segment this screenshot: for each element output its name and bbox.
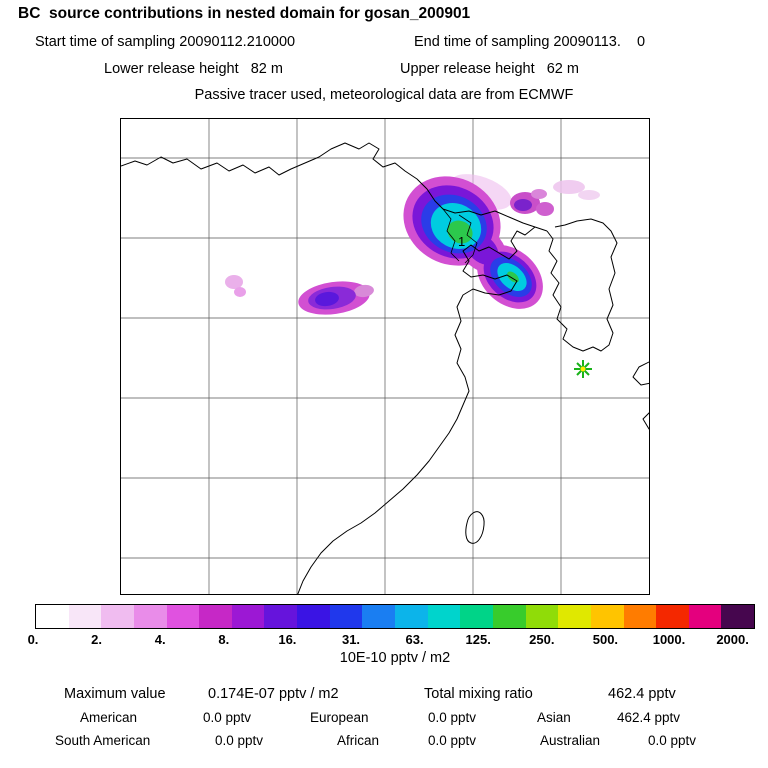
- colorbar-tick-label: 500.: [592, 632, 619, 647]
- maximum-value: 0.174E-07 pptv / m2: [208, 686, 339, 702]
- colorbar-segment: [36, 605, 69, 628]
- lower-release-text: Lower release height 82 m: [104, 61, 283, 77]
- colorbar-segment: [199, 605, 232, 628]
- colorbar-tick-label: 1000.: [652, 632, 686, 647]
- start-time-text: Start time of sampling 20090112.210000: [35, 34, 296, 50]
- colorbar-segment: [395, 605, 428, 628]
- region-european-value: 0.0 pptv: [428, 710, 477, 725]
- colorbar-tick-label: 125.: [465, 632, 491, 647]
- region-australian-value: 0.0 pptv: [648, 733, 697, 748]
- total-mixing-value: 462.4 pptv: [608, 686, 676, 702]
- colorbar-segment: [133, 605, 167, 628]
- page-title: BC source contributions in nested domain…: [18, 5, 471, 22]
- plume-main: [403, 174, 543, 309]
- map-panel: 1: [120, 118, 650, 595]
- colorbar-segment: [68, 605, 102, 628]
- colorbar-segment: [297, 605, 330, 628]
- colorbar-tick-label: 16.: [278, 632, 297, 647]
- region-american-value: 0.0 pptv: [203, 710, 252, 725]
- plume-secondary: [225, 180, 600, 315]
- colorbar-segment: [623, 605, 657, 628]
- colorbar-segment: [264, 605, 298, 628]
- colorbar-tick-label: 63.: [405, 632, 424, 647]
- colorbar-segment: [231, 605, 265, 628]
- region-african-value: 0.0 pptv: [428, 733, 477, 748]
- colorbar-segment: [558, 605, 591, 628]
- receptor-star-icon: [574, 360, 592, 378]
- colorbar-unit-label: 10E-10 pptv / m2: [339, 650, 451, 666]
- colorbar-segment: [721, 605, 755, 628]
- plume-number-label: 1: [458, 234, 465, 249]
- colorbar-tick-label: 2.: [91, 632, 103, 647]
- colorbar-tick-label: 2000.: [716, 632, 749, 647]
- colorbar-segment: [427, 605, 461, 628]
- graticule-grid: [121, 119, 649, 594]
- total-mixing-label: Total mixing ratio: [424, 686, 533, 702]
- colorbar-tick-label: 250.: [529, 632, 555, 647]
- end-time-text: End time of sampling 20090113. 0: [414, 34, 646, 50]
- colorbar-segment: [362, 605, 396, 628]
- coastline: [121, 142, 649, 594]
- map-svg: 1: [121, 119, 649, 594]
- colorbar-tick-label: 0.: [27, 632, 39, 647]
- region-australian-label: Australian: [540, 733, 601, 748]
- colorbar-tick-label: 31.: [341, 632, 361, 647]
- colorbar-tick-label: 8.: [218, 632, 230, 647]
- maximum-value-label: Maximum value: [64, 686, 166, 702]
- tracer-text: Passive tracer used, meteorological data…: [194, 87, 574, 103]
- colorbar-ticks: 0. 2. 4. 8. 16. 31. 63. 125. 250. 500. 1000. 2000.: [0, 632, 768, 648]
- colorbar-segment: [688, 605, 722, 628]
- region-african-label: African: [337, 733, 380, 748]
- region-samerican-label: South American: [55, 733, 151, 748]
- colorbar-segment: [166, 605, 200, 628]
- region-samerican-value: 0.0 pptv: [215, 733, 264, 748]
- region-american-label: American: [80, 710, 138, 725]
- internal-borders: [442, 208, 478, 264]
- colorbar-segment: [101, 605, 134, 628]
- region-european-label: European: [310, 710, 369, 725]
- region-asian-value: 462.4 pptv: [617, 710, 681, 725]
- colorbar-segment: [656, 605, 689, 628]
- colorbar-segment: [329, 605, 363, 628]
- colorbar-tick-label: 4.: [154, 632, 166, 647]
- colorbar-segment: [460, 605, 493, 628]
- colorbar-segment: [492, 605, 526, 628]
- colorbar: [35, 604, 755, 629]
- upper-release-text: Upper release height 62 m: [400, 61, 579, 77]
- colorbar-segment: [590, 605, 624, 628]
- colorbar-segment: [525, 605, 559, 628]
- region-asian-label: Asian: [537, 710, 571, 725]
